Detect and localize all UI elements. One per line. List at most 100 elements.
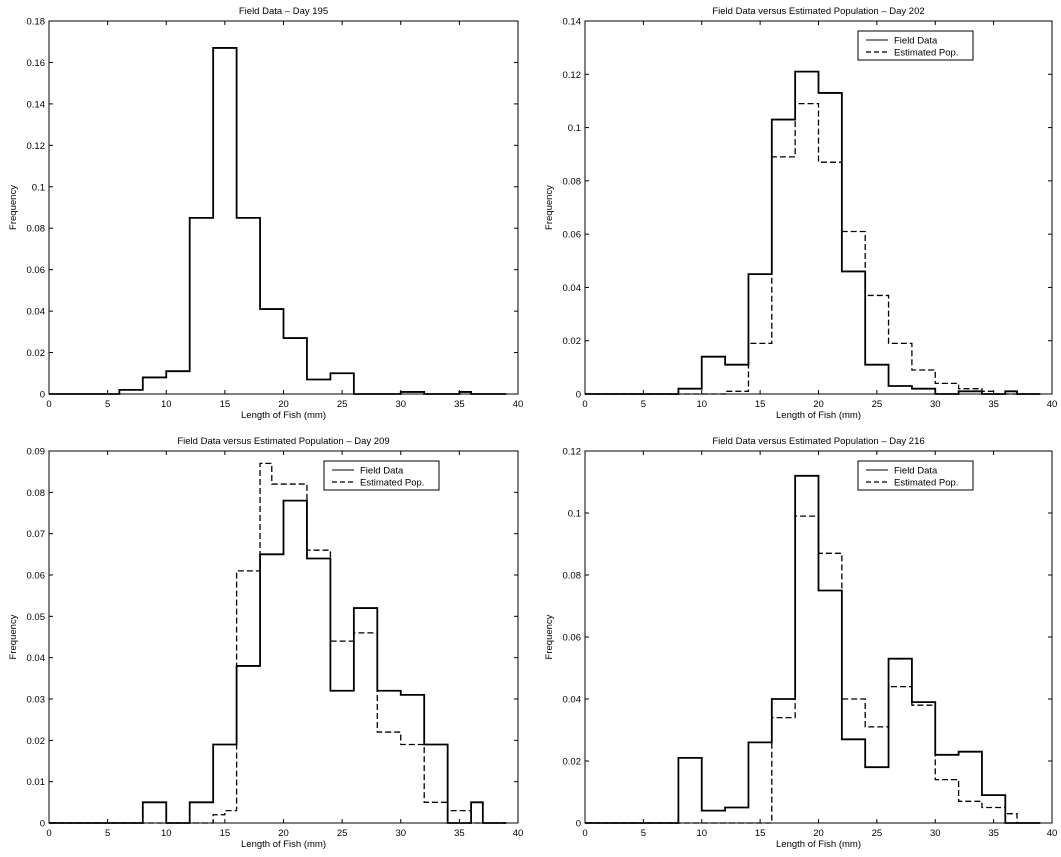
x-tick-label: 0 [582,399,587,410]
chart-panel-1: Field Data – Day 195 0 5 10 15 20 25 30 35 40 0 0.0… [8,6,523,421]
y-tick-label: 0.1 [32,182,45,193]
x-tick-label: 35 [454,828,465,839]
legend-entry: Estimated Pop. [360,478,424,489]
y-axis-label: Frequency [544,185,555,230]
y-tick-label: 0.03 [27,695,46,706]
chart-panel-4: Field Data versus Estimated Population –… [544,436,1057,850]
x-tick-label: 20 [813,399,824,410]
x-tick-label: 0 [582,828,587,839]
x-tick-label: 10 [161,828,172,839]
x-tick-label: 30 [395,828,406,839]
x-tick-label: 5 [105,828,110,839]
y-tick-label: 0.08 [27,488,46,499]
legend-box [857,30,974,61]
x-tick-label: 10 [696,399,707,410]
y-tick-label: 0.05 [27,612,46,623]
y-tick-label: 0.02 [27,736,46,747]
y-tick-label: 0.02 [563,757,582,768]
x-tick-label: 40 [513,399,524,410]
x-tick-label: 5 [105,399,110,410]
legend-box [323,460,440,491]
x-tick-label: 40 [513,828,524,839]
x-tick-label: 30 [395,399,406,410]
x-tick-label: 35 [988,828,999,839]
x-tick-label: 20 [278,399,289,410]
y-tick-label: 0.08 [563,176,582,187]
x-tick-label: 10 [161,399,172,410]
legend-box [857,460,974,491]
y-tick-label: 0.01 [27,777,46,788]
y-tick-label: 0.02 [27,348,46,359]
chart-panel-2: Field Data versus Estimated Population –… [544,6,1057,421]
x-axis-label: Length of Fish (mm) [776,410,861,421]
y-tick-label: 0.06 [563,633,582,644]
x-tick-label: 5 [641,399,646,410]
x-tick-label: 15 [220,828,231,839]
chart-title: Field Data versus Estimated Population –… [177,436,389,447]
y-tick-label: 0.02 [563,336,582,347]
y-tick-label: 0.14 [27,99,46,110]
y-tick-label: 0.09 [27,447,46,458]
x-tick-label: 40 [1047,828,1058,839]
legend-entry: Field Data [360,466,404,477]
x-tick-label: 25 [872,399,883,410]
x-tick-label: 40 [1047,399,1058,410]
y-tick-label: 0 [40,819,45,830]
y-tick-label: 0.08 [563,571,582,582]
x-tick-label: 30 [930,828,941,839]
x-tick-label: 35 [988,399,999,410]
y-tick-label: 0.18 [27,17,46,28]
x-axis-label: Length of Fish (mm) [241,410,326,421]
series-line-estimated-pop [49,462,507,824]
x-tick-label: 25 [337,399,348,410]
legend-entry: Estimated Pop. [894,478,958,489]
chart-title: Field Data versus Estimated Population –… [712,6,924,17]
x-tick-label: 25 [337,828,348,839]
x-tick-label: 15 [755,399,766,410]
x-tick-label: 0 [46,828,51,839]
legend-entry: Field Data [894,36,938,47]
y-tick-label: 0.08 [27,224,46,235]
y-tick-label: 0.14 [563,17,582,28]
y-tick-label: 0.07 [27,529,46,540]
series-line-field-data [49,499,507,824]
x-tick-label: 15 [755,828,766,839]
y-tick-label: 0.1 [568,123,581,134]
x-axis-label: Length of Fish (mm) [776,839,861,850]
series-line-field-data [49,47,507,395]
y-tick-label: 0.06 [27,571,46,582]
x-tick-label: 20 [813,828,824,839]
y-tick-label: 0 [576,819,581,830]
y-axis-label: Frequency [8,614,19,659]
legend-entry: Field Data [894,466,938,477]
x-tick-label: 30 [930,399,941,410]
x-tick-label: 5 [641,828,646,839]
x-tick-label: 10 [696,828,707,839]
x-tick-label: 0 [46,399,51,410]
legend-entry: Estimated Pop. [894,48,958,59]
y-tick-label: 0.04 [563,283,582,294]
y-axis-label: Frequency [8,185,19,230]
x-tick-label: 35 [454,399,465,410]
x-tick-label: 25 [872,828,883,839]
y-tick-label: 0.04 [27,307,46,318]
y-tick-label: 0.04 [27,653,46,664]
y-tick-label: 0.12 [563,447,582,458]
y-tick-label: 0.04 [563,695,582,706]
y-tick-label: 0.1 [568,509,581,520]
y-tick-label: 0 [40,390,45,401]
x-axis-label: Length of Fish (mm) [241,839,326,850]
chart-title: Field Data versus Estimated Population –… [712,436,924,447]
y-tick-label: 0 [576,390,581,401]
y-tick-label: 0.06 [27,265,46,276]
series-line-estimated-pop [585,102,1041,395]
y-tick-label: 0.12 [563,70,582,81]
y-tick-label: 0.16 [27,58,46,69]
x-tick-label: 20 [278,828,289,839]
chart-panel-3: Field Data versus Estimated Population –… [8,436,523,850]
y-tick-label: 0.12 [27,141,46,152]
